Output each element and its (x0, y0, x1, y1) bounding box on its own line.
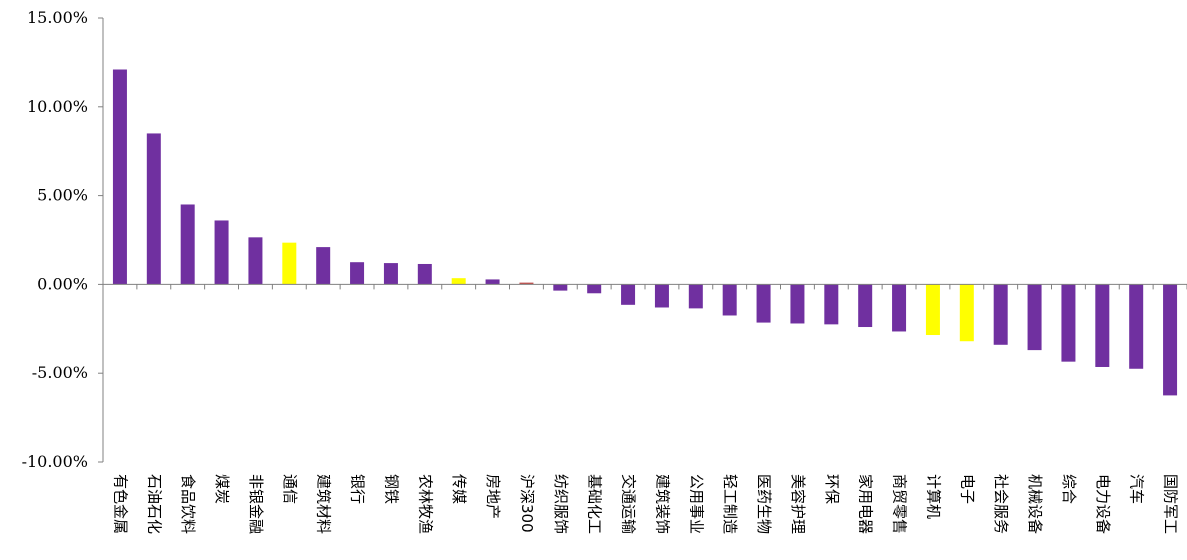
category-label: 建筑装饰 (653, 474, 671, 534)
bar (654, 284, 669, 308)
category-label: 建筑材料 (315, 474, 333, 534)
bar (112, 69, 127, 285)
bar (858, 284, 873, 328)
category-label: 家用电器 (857, 474, 875, 534)
category-label: 汽车 (1128, 474, 1146, 504)
y-tick-label: 10.00% (27, 97, 88, 116)
category-label: 基础化工 (586, 474, 604, 534)
category-label: 沪深300 (518, 474, 536, 533)
category-label: 纺织服饰 (552, 474, 570, 534)
y-tick-label: 0.00% (37, 274, 88, 293)
y-axis: 15.00% 10.00% 5.00% 0.00% -5.00% -10.00% (22, 8, 104, 471)
y-tick-label: 5.00% (37, 186, 88, 205)
category-label: 石油石化 (145, 474, 163, 534)
bar (282, 242, 297, 285)
bar (146, 133, 161, 285)
category-label: 美容护理 (789, 474, 807, 534)
bar (248, 237, 263, 285)
y-tick-label: 15.00% (27, 8, 88, 27)
category-label: 商贸零售 (891, 474, 909, 534)
bar (1061, 284, 1076, 362)
category-label: 银行 (349, 474, 367, 504)
category-label: 社会服务 (992, 474, 1010, 534)
category-label: 机械设备 (1026, 474, 1044, 534)
bar (214, 220, 229, 285)
y-tick-label: -10.00% (22, 452, 88, 471)
bar (485, 279, 500, 285)
bar (892, 284, 907, 332)
bar (621, 284, 636, 305)
bar (688, 284, 703, 309)
category-label: 医药生物 (755, 474, 773, 534)
bar (383, 263, 398, 285)
category-label: 煤炭 (213, 474, 231, 504)
bar (1163, 284, 1178, 396)
category-label: 电力设备 (1094, 474, 1112, 534)
bar (959, 284, 974, 342)
category-label: 传媒 (450, 474, 468, 504)
category-label: 有色金属 (111, 474, 129, 534)
x-axis (102, 283, 1187, 290)
category-label: 食品饮料 (179, 474, 197, 534)
category-label: 非银金融 (247, 474, 265, 534)
bar (180, 204, 195, 285)
category-label: 计算机 (924, 474, 942, 519)
category-label: 电子 (958, 474, 976, 504)
bar (553, 284, 568, 291)
category-label: 综合 (1060, 474, 1078, 504)
bar (417, 263, 432, 285)
category-label: 环保 (823, 474, 841, 504)
bar (756, 284, 771, 323)
bar (316, 247, 331, 285)
bar (824, 284, 839, 325)
bar (519, 282, 534, 285)
category-label: 通信 (281, 474, 299, 504)
bar (451, 278, 466, 285)
bar (587, 284, 602, 294)
category-label: 农林牧渔 (416, 474, 434, 534)
y-tick-label: -5.00% (32, 363, 88, 382)
category-label: 交通运输 (620, 474, 638, 534)
category-label: 钢铁 (382, 474, 400, 504)
category-label: 轻工制造 (721, 474, 739, 534)
bar (350, 262, 365, 285)
category-label: 国防军工 (1162, 474, 1180, 534)
category-label: 房地产 (484, 474, 502, 519)
category-label: 公用事业 (687, 474, 705, 534)
category-labels: 有色金属 石油石化 食品饮料 煤炭 非银金融 通信 建筑材料 银行 钢铁 农林牧渔 传媒 房地产 沪深3… (111, 474, 1179, 534)
bars (112, 69, 1178, 396)
bar (1129, 284, 1144, 369)
bar (993, 284, 1008, 345)
bar (1027, 284, 1042, 351)
bar (790, 284, 805, 324)
bar (1095, 284, 1110, 367)
bar (722, 284, 737, 316)
bar (925, 284, 940, 336)
